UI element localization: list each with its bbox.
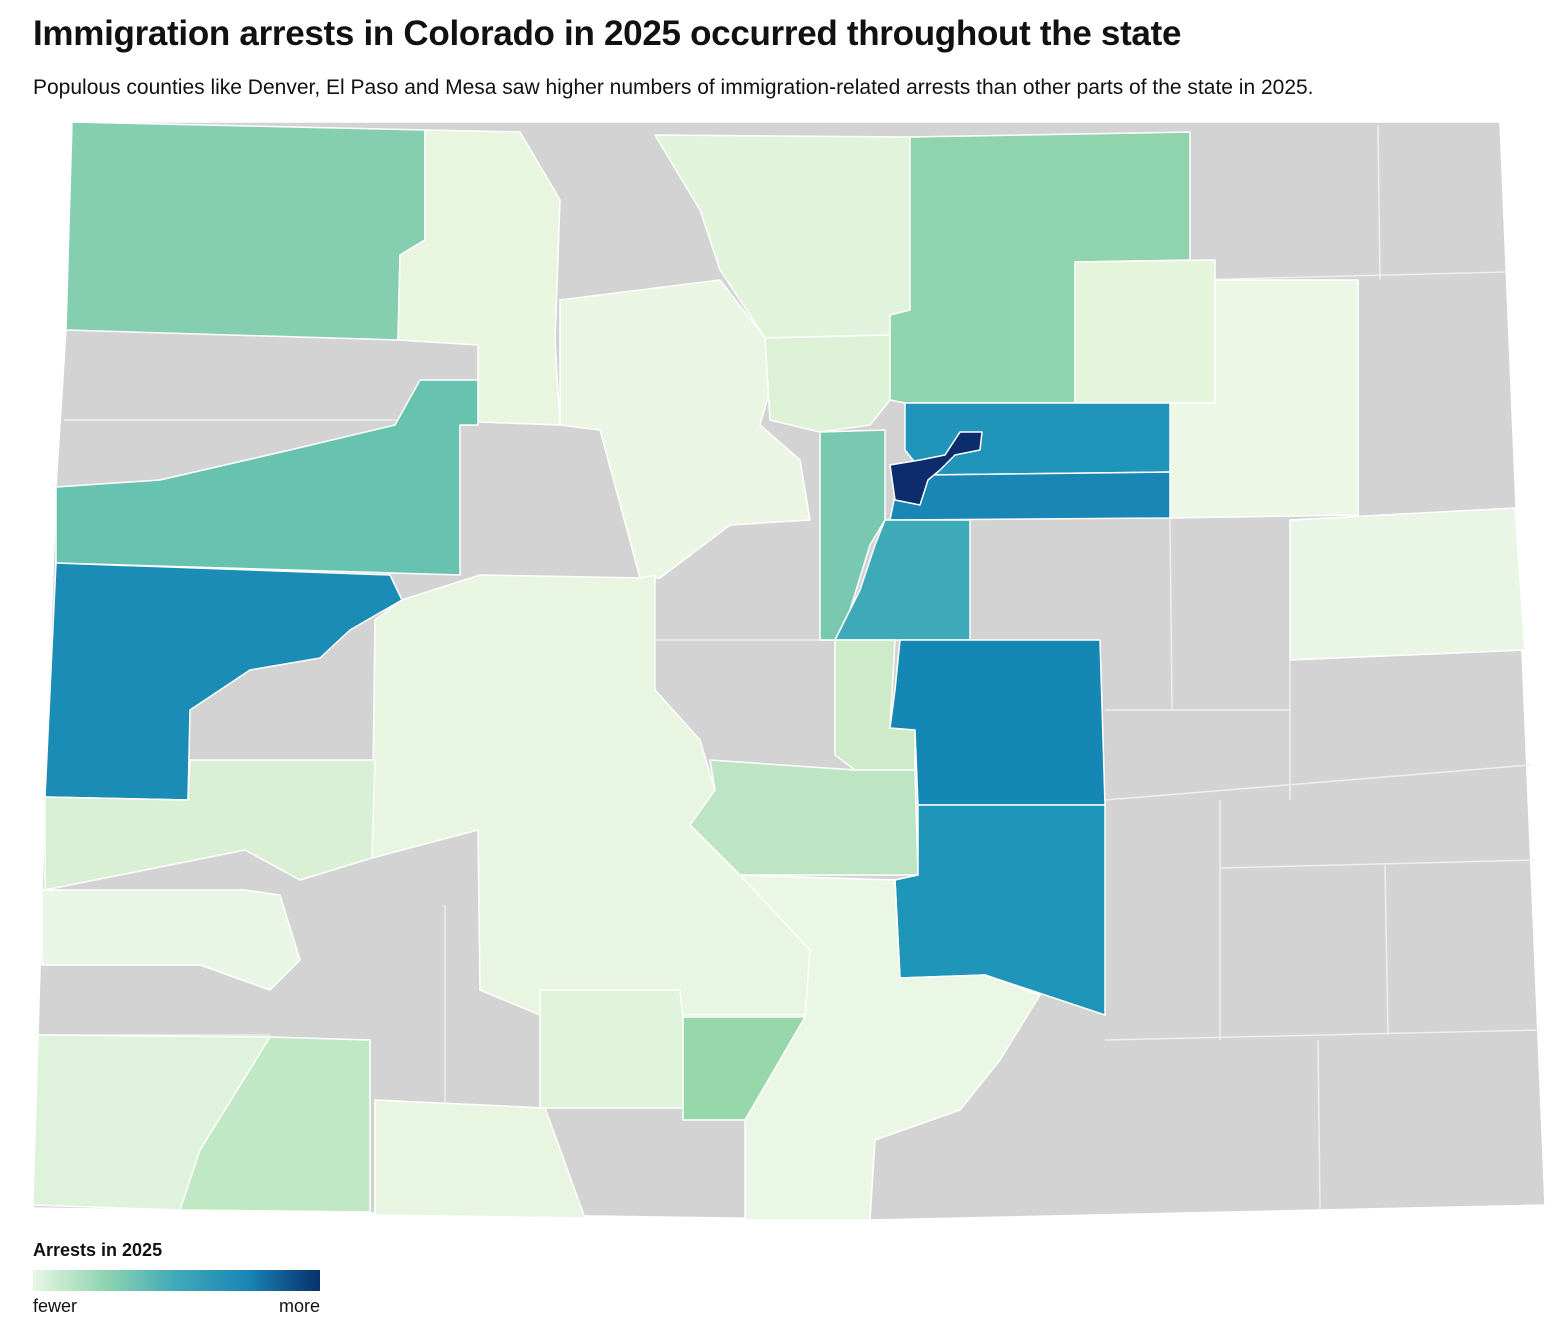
county bbox=[1074, 259, 1216, 404]
legend-high-label: more bbox=[278, 1296, 320, 1316]
county bbox=[689, 759, 919, 876]
county bbox=[834, 639, 916, 771]
county bbox=[44, 759, 376, 891]
county bbox=[889, 471, 1171, 521]
county bbox=[764, 334, 891, 433]
county bbox=[55, 379, 479, 576]
title: Immigration arrests in Colorado in 2025 … bbox=[33, 14, 1182, 53]
county bbox=[539, 989, 684, 1109]
subtitle: Populous counties like Denver, El Paso a… bbox=[33, 76, 1314, 99]
county bbox=[1289, 507, 1526, 661]
county bbox=[374, 1099, 586, 1219]
county bbox=[41, 889, 301, 991]
county bbox=[889, 639, 1106, 806]
legend-low-label: fewer bbox=[33, 1296, 78, 1316]
county bbox=[889, 431, 983, 506]
legend-title: Arrests in 2025 bbox=[33, 1240, 163, 1260]
legend-gradient bbox=[33, 1270, 320, 1291]
county bbox=[65, 121, 426, 341]
county bbox=[179, 1036, 371, 1213]
county bbox=[819, 429, 886, 641]
county bbox=[682, 1016, 806, 1121]
